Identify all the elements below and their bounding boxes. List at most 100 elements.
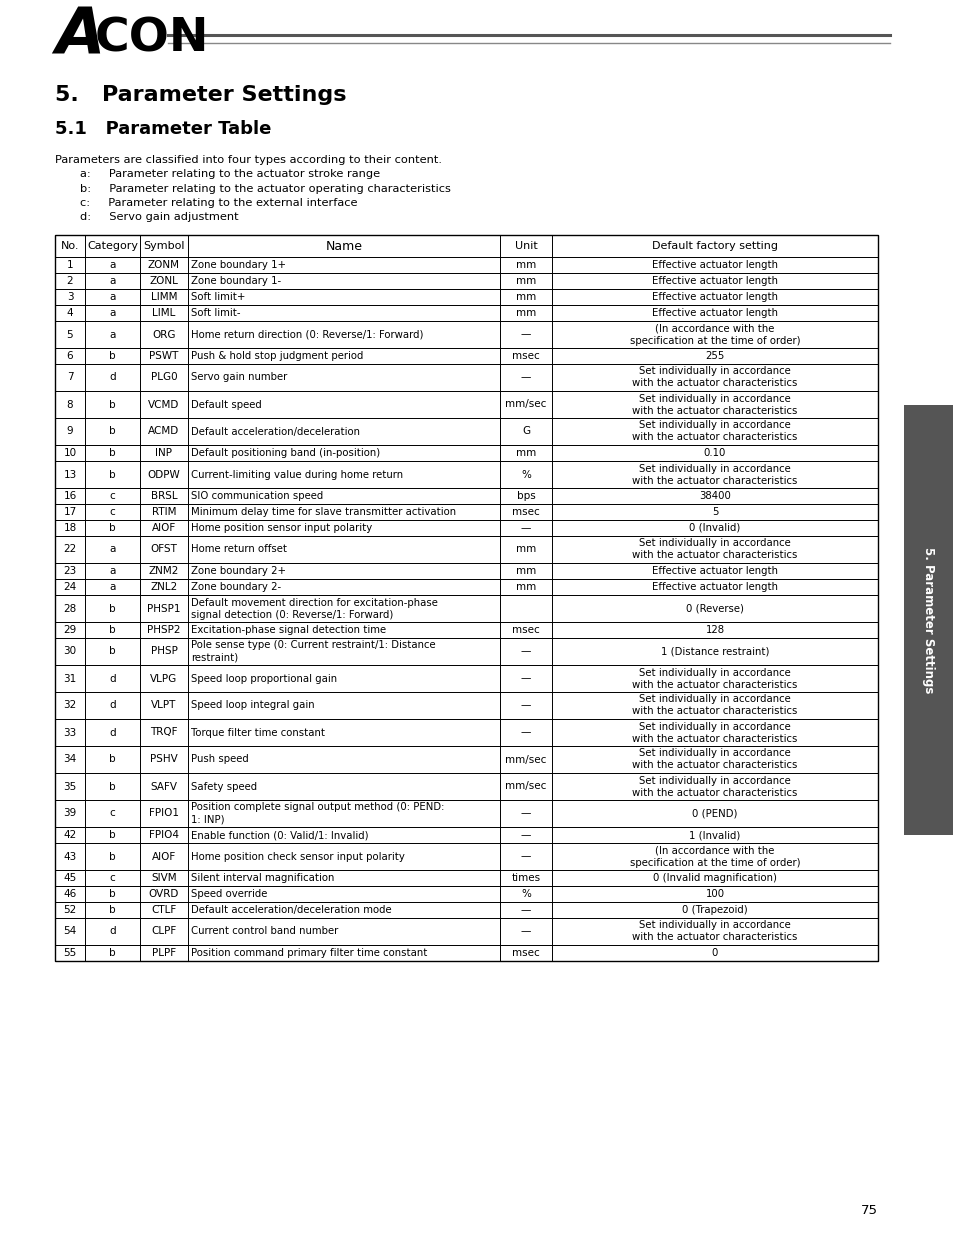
Text: 5. Parameter Settings: 5. Parameter Settings: [922, 547, 935, 693]
Bar: [55, 305, 877, 321]
Text: Effective actuator length: Effective actuator length: [651, 566, 778, 576]
Text: Push & hold stop judgment period: Push & hold stop judgment period: [191, 351, 363, 361]
Text: b: b: [109, 948, 115, 958]
Bar: [55, 579, 877, 595]
Bar: [55, 289, 877, 305]
Text: Speed loop integral gain: Speed loop integral gain: [191, 700, 314, 710]
Text: VCMD: VCMD: [148, 399, 179, 410]
Text: 45: 45: [63, 873, 76, 883]
Text: 28: 28: [63, 604, 76, 614]
Text: b: b: [109, 889, 115, 899]
Text: 13: 13: [63, 469, 76, 479]
Text: FPIO4: FPIO4: [149, 830, 179, 840]
Text: A: A: [55, 5, 104, 67]
Text: Set individually in accordance
with the actuator characteristics: Set individually in accordance with the …: [632, 694, 797, 716]
Bar: [55, 800, 877, 827]
Text: a: a: [110, 545, 115, 555]
Bar: [55, 664, 877, 692]
Text: mm/sec: mm/sec: [505, 399, 546, 410]
Text: —: —: [520, 926, 531, 936]
Text: mm: mm: [516, 308, 536, 317]
Text: mm: mm: [516, 545, 536, 555]
Text: OFST: OFST: [151, 545, 177, 555]
Text: d: d: [109, 700, 115, 710]
Text: 9: 9: [67, 426, 73, 436]
Text: 34: 34: [63, 755, 76, 764]
Text: Zone boundary 1-: Zone boundary 1-: [191, 275, 281, 287]
Text: b: b: [109, 851, 115, 862]
Text: Set individually in accordance
with the actuator characteristics: Set individually in accordance with the …: [632, 394, 797, 415]
Text: msec: msec: [512, 351, 539, 361]
Text: b: b: [109, 351, 115, 361]
Text: Speed override: Speed override: [191, 889, 267, 899]
Text: Position complete signal output method (0: PEND:
1: INP): Position complete signal output method (…: [191, 803, 444, 825]
Bar: [55, 638, 877, 664]
Text: Default speed: Default speed: [191, 399, 261, 410]
Text: CON: CON: [95, 16, 210, 61]
Text: Set individually in accordance
with the actuator characteristics: Set individually in accordance with the …: [632, 721, 797, 743]
Text: —: —: [520, 727, 531, 737]
Bar: [55, 827, 877, 844]
Text: Home return offset: Home return offset: [191, 545, 287, 555]
Text: mm: mm: [516, 275, 536, 287]
Text: (In accordance with the
specification at the time of order): (In accordance with the specification at…: [629, 846, 800, 867]
Text: 46: 46: [63, 889, 76, 899]
Text: a: a: [110, 582, 115, 592]
Text: ZNL2: ZNL2: [151, 582, 177, 592]
Text: —: —: [520, 522, 531, 534]
Text: Set individually in accordance
with the actuator characteristics: Set individually in accordance with the …: [632, 463, 797, 485]
Text: mm/sec: mm/sec: [505, 782, 546, 792]
Text: %: %: [520, 469, 531, 479]
Text: —: —: [520, 905, 531, 915]
Bar: [55, 504, 877, 520]
Text: 0 (Invalid magnification): 0 (Invalid magnification): [652, 873, 776, 883]
Text: 39: 39: [63, 809, 76, 819]
Text: Servo gain number: Servo gain number: [191, 373, 287, 383]
Text: %: %: [520, 889, 531, 899]
Text: 32: 32: [63, 700, 76, 710]
Text: 5: 5: [711, 508, 718, 517]
Text: BRSL: BRSL: [151, 492, 177, 501]
Bar: [55, 257, 877, 273]
Text: PSHV: PSHV: [150, 755, 177, 764]
Text: c: c: [110, 809, 115, 819]
Text: Set individually in accordance
with the actuator characteristics: Set individually in accordance with the …: [632, 748, 797, 771]
Text: bps: bps: [517, 492, 535, 501]
Text: 255: 255: [704, 351, 724, 361]
Text: 100: 100: [704, 889, 723, 899]
Text: —: —: [520, 851, 531, 862]
Text: G: G: [521, 426, 530, 436]
Bar: [55, 844, 877, 869]
Text: Category: Category: [87, 241, 138, 251]
Text: Zone boundary 1+: Zone boundary 1+: [191, 261, 286, 270]
Text: 0: 0: [711, 948, 718, 958]
Text: 2: 2: [67, 275, 73, 287]
Text: Name: Name: [325, 240, 362, 252]
Bar: [55, 417, 877, 445]
Bar: [55, 235, 877, 961]
Text: Silent interval magnification: Silent interval magnification: [191, 873, 334, 883]
Text: b: b: [109, 604, 115, 614]
Text: d: d: [109, 926, 115, 936]
Text: b: b: [109, 522, 115, 534]
Bar: [55, 692, 877, 719]
Text: b: b: [109, 755, 115, 764]
Bar: [55, 719, 877, 746]
Text: (In accordance with the
specification at the time of order): (In accordance with the specification at…: [629, 324, 800, 346]
Text: 3: 3: [67, 291, 73, 303]
Text: —: —: [520, 646, 531, 657]
Text: b: b: [109, 646, 115, 657]
Text: Soft limit+: Soft limit+: [191, 291, 245, 303]
Text: 17: 17: [63, 508, 76, 517]
Bar: [55, 918, 877, 945]
Text: 16: 16: [63, 492, 76, 501]
Text: Set individually in accordance
with the actuator characteristics: Set individually in accordance with the …: [632, 920, 797, 942]
Text: VLPT: VLPT: [152, 700, 176, 710]
Bar: [55, 595, 877, 622]
Text: Enable function (0: Valid/1: Invalid): Enable function (0: Valid/1: Invalid): [191, 830, 368, 840]
Text: d: d: [109, 673, 115, 683]
Text: PLG0: PLG0: [151, 373, 177, 383]
Text: AIOF: AIOF: [152, 851, 176, 862]
Text: 0.10: 0.10: [703, 448, 725, 458]
Text: 0 (Reverse): 0 (Reverse): [685, 604, 743, 614]
